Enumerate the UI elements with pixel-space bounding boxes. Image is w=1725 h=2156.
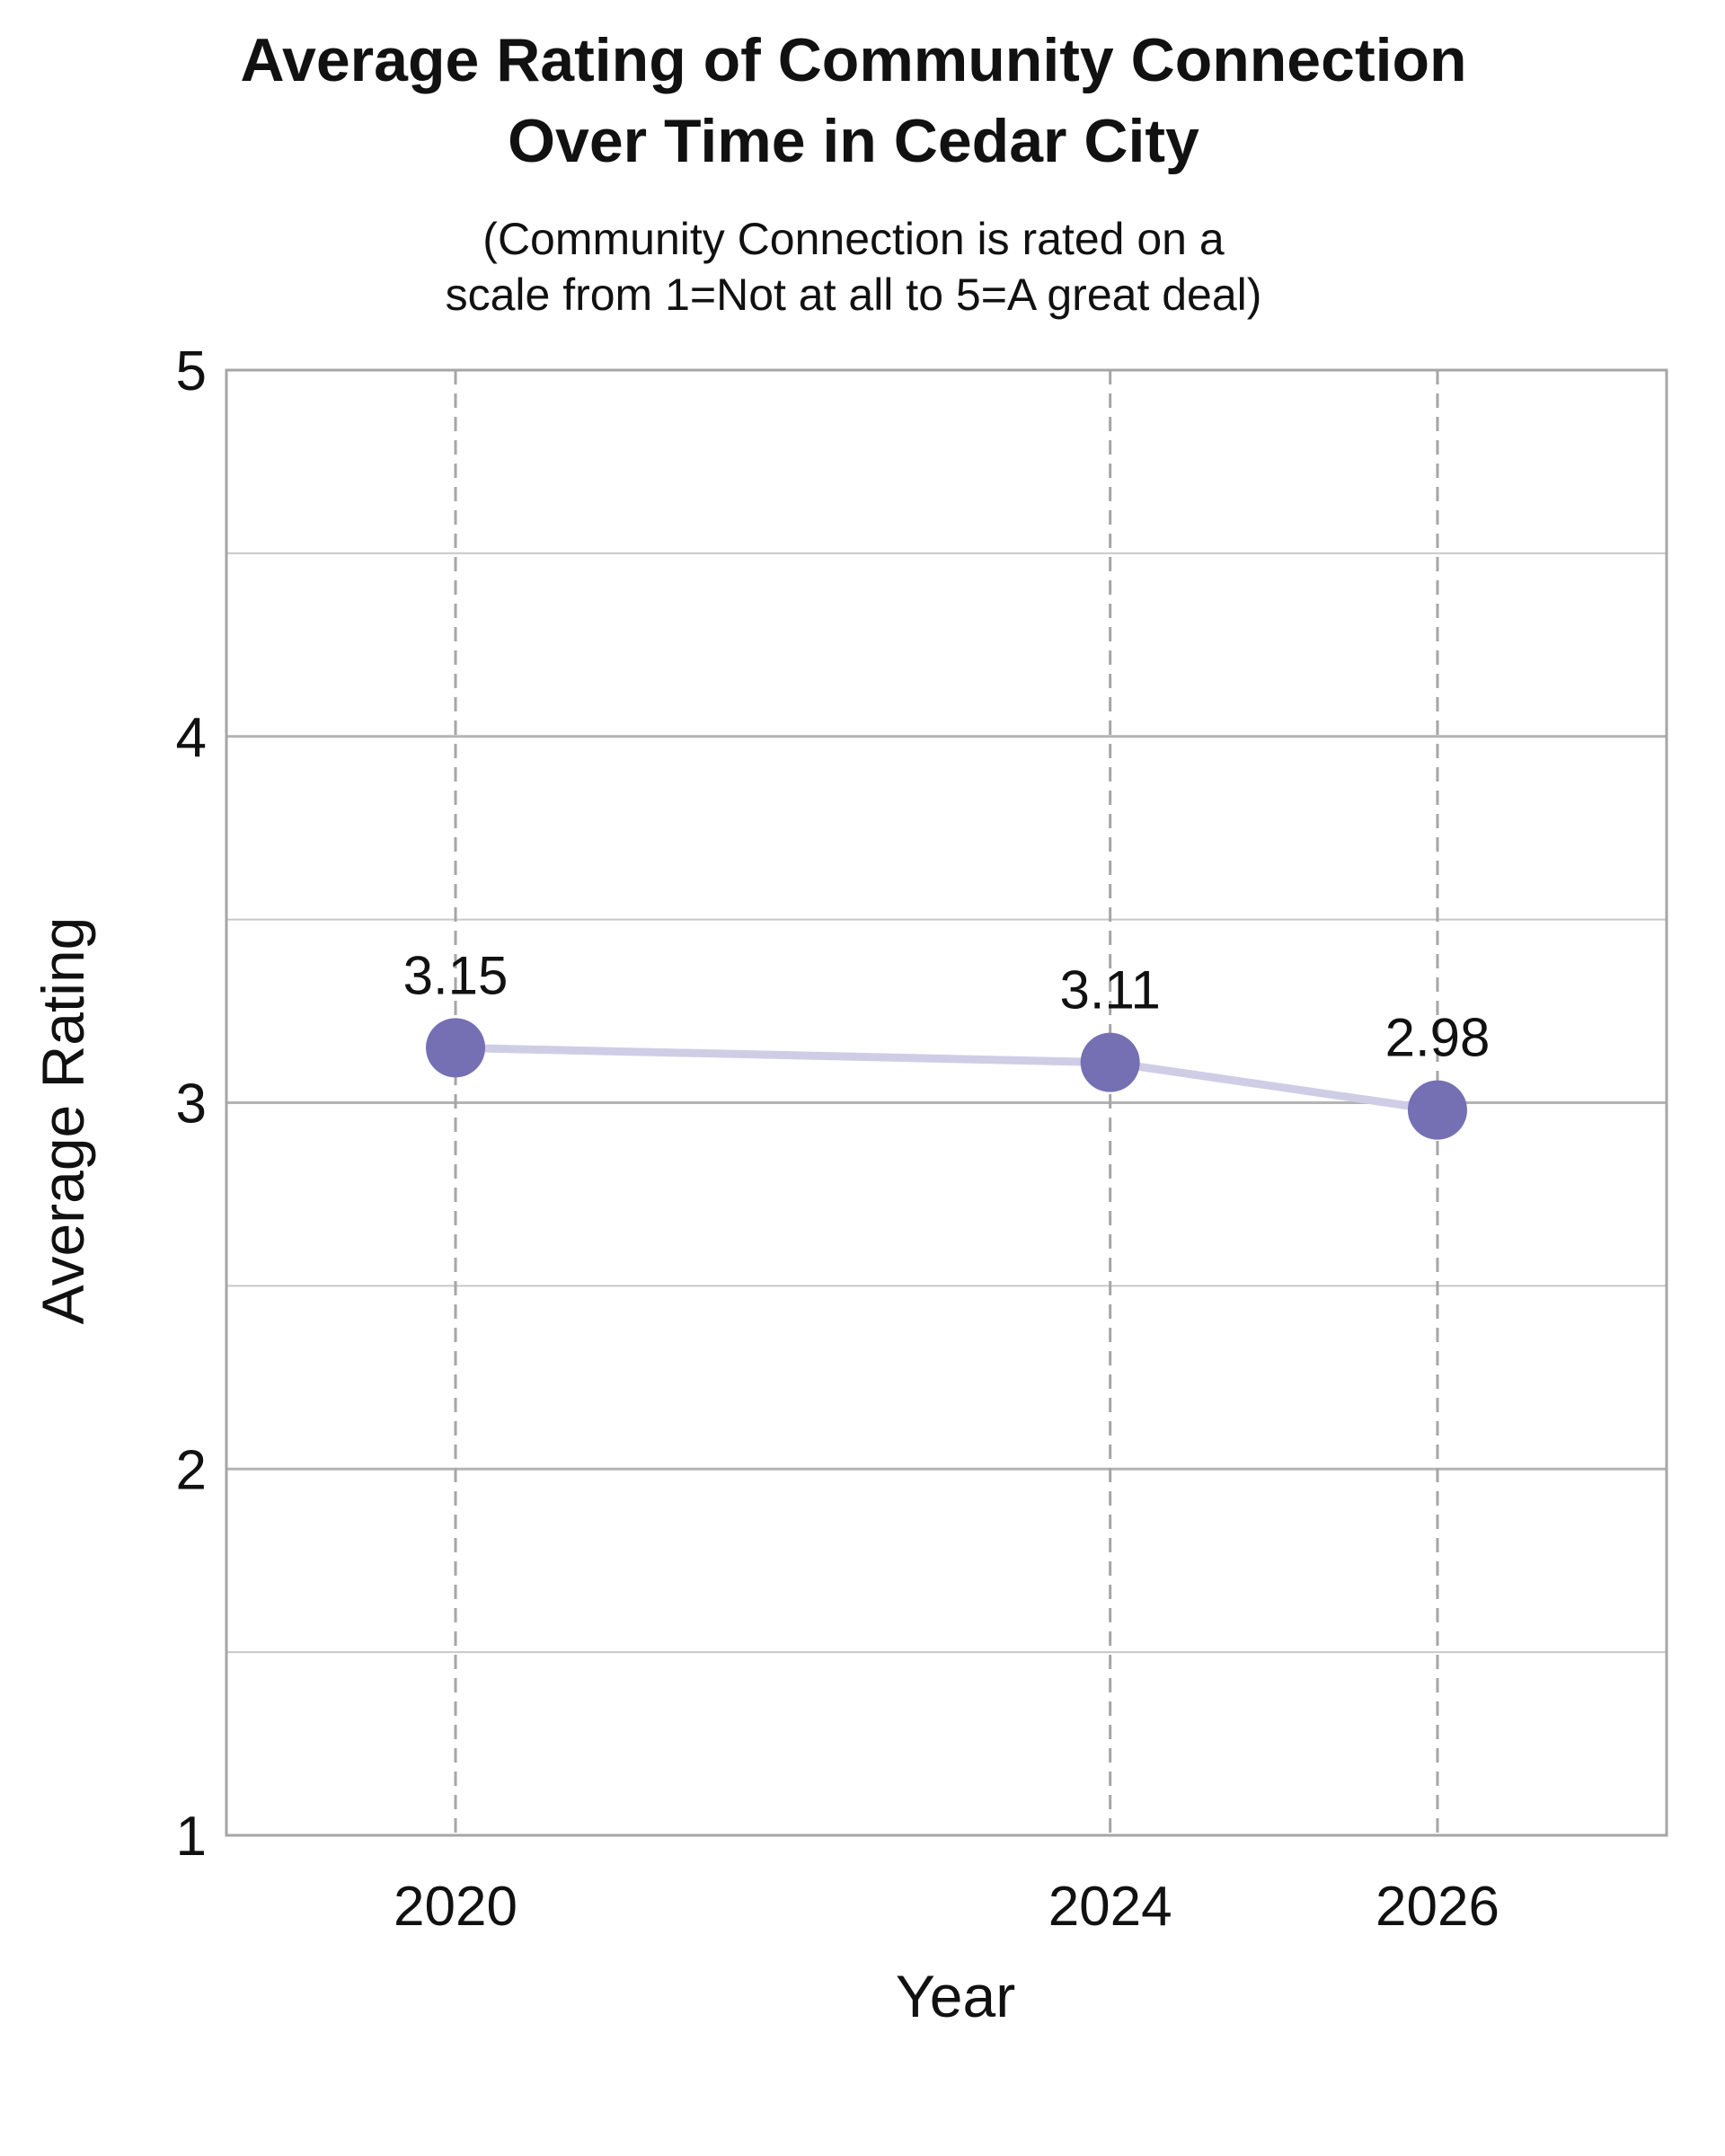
x-tick-label: 2026 (1376, 1876, 1499, 1938)
chart-title-line2: Over Time in Cedar City (508, 107, 1199, 175)
label-layer: 1 2 3 4 5 2020 2024 2026 3.15 3.11 2.98 (176, 340, 1499, 1938)
data-label: 2.98 (1385, 1008, 1491, 1068)
y-axis-label: Average Rating (30, 917, 96, 1325)
chart-title-line1: Average Rating of Community Connection (240, 26, 1467, 94)
plot-frame (225, 368, 1668, 1837)
y-tick-label: 4 (176, 707, 207, 769)
y-tick-label: 1 (176, 1806, 207, 1868)
x-axis-label: Year (896, 1963, 1015, 2029)
data-point-marker (426, 1018, 486, 1078)
chart-title: Average Rating of Community Connection O… (0, 20, 1707, 181)
y-tick-label: 2 (176, 1439, 207, 1501)
data-point-marker (1407, 1080, 1467, 1140)
data-label: 3.15 (403, 945, 509, 1005)
y-tick-label: 3 (176, 1074, 207, 1135)
chart-subtitle-line1: (Community Connection is rated on a (482, 214, 1225, 264)
x-tick-label: 2020 (394, 1876, 518, 1938)
data-label: 3.11 (1059, 960, 1160, 1021)
series-layer (426, 1018, 1467, 1140)
chart-subtitle: (Community Connection is rated on a scal… (0, 211, 1707, 323)
data-point-marker (1080, 1032, 1140, 1092)
x-tick-label: 2024 (1048, 1876, 1172, 1938)
series-line (451, 1043, 1442, 1115)
chart-subtitle-line2: scale from 1=Not at all to 5=A great dea… (445, 270, 1262, 320)
y-tick-label: 5 (176, 340, 207, 402)
